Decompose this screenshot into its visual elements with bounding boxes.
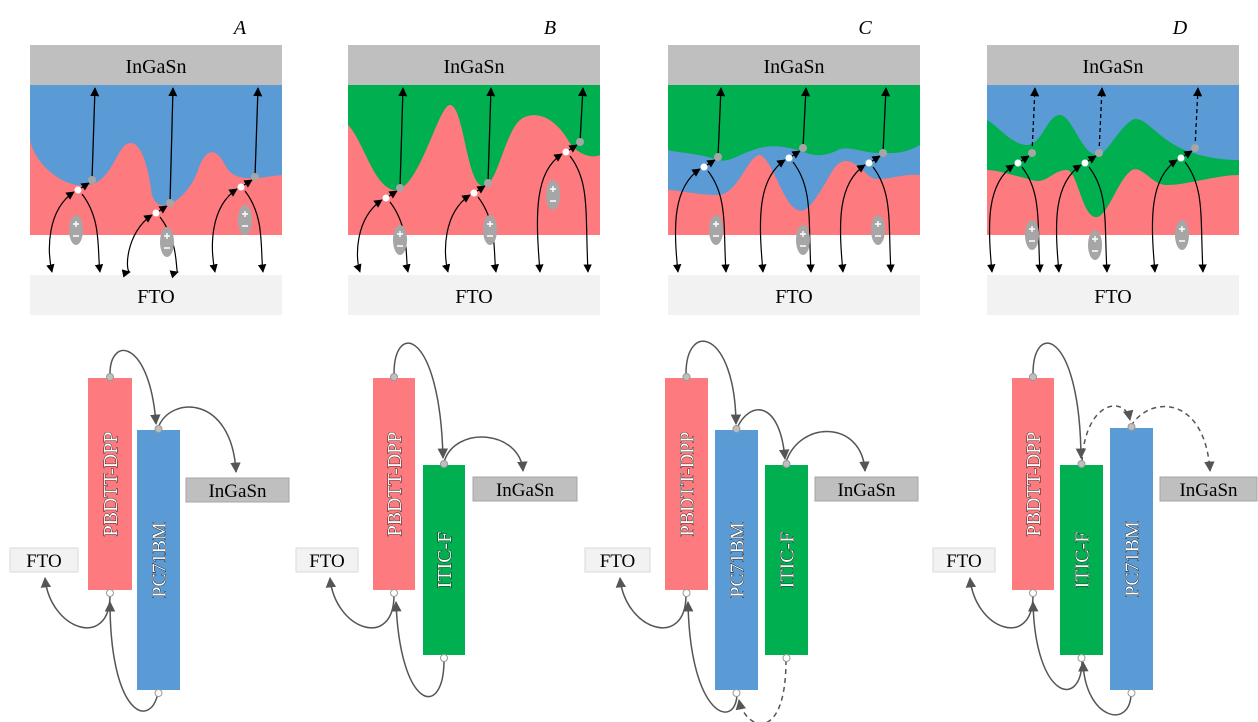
top-electrode-label: InGaSn <box>125 56 186 78</box>
exciton <box>796 225 810 255</box>
hole-dot <box>701 164 708 171</box>
hole-dot <box>1178 155 1185 162</box>
energy-level-label: ITIC-F <box>777 532 799 589</box>
device-schematic: InGaSn FTO <box>30 45 282 315</box>
electron-dot <box>396 184 404 192</box>
hole-dot <box>1082 160 1089 167</box>
electron-dot <box>799 144 807 152</box>
top-electrode-label: InGaSn <box>763 56 824 78</box>
contact-label: FTO <box>26 551 62 572</box>
energy-level-label: ITIC-F <box>1072 532 1094 589</box>
level-top-dot <box>1128 424 1135 431</box>
electron-dot <box>484 179 492 187</box>
level-bottom-dot <box>1128 690 1135 697</box>
energy-level-label: PC71BM <box>149 522 171 598</box>
hole-dot <box>383 195 390 202</box>
contact-label: FTO <box>600 551 636 572</box>
level-top-dot <box>733 426 740 433</box>
bottom-electrode-label: FTO <box>455 286 492 308</box>
exciton <box>238 205 252 235</box>
electron-dot <box>714 153 722 161</box>
level-bottom-dot <box>1078 655 1085 662</box>
level-top-dot <box>107 374 114 381</box>
level-top-dot <box>391 374 398 381</box>
energy-level-label: ITIC-F <box>434 532 456 589</box>
top-electrode-label: InGaSn <box>443 56 504 78</box>
exciton <box>546 180 560 210</box>
level-bottom-dot <box>783 655 790 662</box>
bottom-electrode-label: FTO <box>1094 286 1131 308</box>
bottom-electrode-label: FTO <box>137 286 174 308</box>
level-bottom-dot <box>683 590 690 597</box>
hole-dot <box>238 184 245 191</box>
energy-level-label: PBDTT-DPP <box>100 432 122 537</box>
level-top-dot <box>783 461 790 468</box>
contact-label: InGaSn <box>837 480 896 501</box>
energy-level-label: PC71BM <box>727 522 749 598</box>
device-schematic: InGaSn FTO <box>348 45 600 315</box>
exciton <box>393 225 407 255</box>
level-bottom-dot <box>1030 590 1037 597</box>
exciton <box>483 215 497 245</box>
electron-dot <box>88 176 96 184</box>
level-top-dot <box>441 461 448 468</box>
hole-dot <box>786 155 793 162</box>
device-schematic: InGaSn FTO <box>987 45 1239 315</box>
hole-dot <box>153 210 160 217</box>
level-top-dot <box>1030 374 1037 381</box>
exciton <box>709 215 723 245</box>
energy-level-label: PBDTT-DPP <box>1023 432 1045 537</box>
panel-label: C <box>858 17 872 39</box>
level-bottom-dot <box>733 690 740 697</box>
level-top-dot <box>683 374 690 381</box>
hole-dot <box>75 187 82 194</box>
level-bottom-dot <box>155 690 162 697</box>
exciton <box>1025 220 1039 250</box>
exciton <box>1088 230 1102 260</box>
device-schematic: InGaSn FTO <box>668 45 920 315</box>
panel-label: B <box>544 17 556 39</box>
electron-dot <box>576 138 584 146</box>
contact-label: FTO <box>309 551 345 572</box>
electron-dot <box>1191 144 1199 152</box>
electron-dot <box>251 173 259 181</box>
contact-label: InGaSn <box>496 480 555 501</box>
contact-label: FTO <box>946 551 982 572</box>
level-top-dot <box>155 426 162 433</box>
top-electrode-label: InGaSn <box>1082 56 1143 78</box>
level-bottom-dot <box>391 590 398 597</box>
bottom-electrode-label: FTO <box>775 286 812 308</box>
electron-dot <box>1028 149 1036 157</box>
hole-dot <box>1015 160 1022 167</box>
exciton <box>160 227 174 257</box>
contact-label: InGaSn <box>208 481 267 502</box>
figure: A InGaSn FTO PBDTT-DPP PC71BM InGaSn FTO B InGaS… <box>0 0 1258 722</box>
panel-label: D <box>1172 17 1188 39</box>
level-bottom-dot <box>441 655 448 662</box>
contact-label: InGaSn <box>1179 480 1238 501</box>
electron-dot <box>1095 149 1103 157</box>
exciton <box>69 215 83 245</box>
energy-level-label: PBDTT-DPP <box>384 432 406 537</box>
panel-label: A <box>232 17 247 39</box>
energy-level-label: PBDTT-DPP <box>677 432 699 537</box>
hole-dot <box>471 190 478 197</box>
electron-dot <box>166 199 174 207</box>
electron-dot <box>879 149 887 157</box>
level-top-dot <box>1078 461 1085 468</box>
level-bottom-dot <box>107 590 114 597</box>
hole-dot <box>563 149 570 156</box>
hole-dot <box>866 160 873 167</box>
exciton <box>871 215 885 245</box>
energy-level-label: PC71BM <box>1122 521 1144 597</box>
exciton <box>1175 220 1189 250</box>
